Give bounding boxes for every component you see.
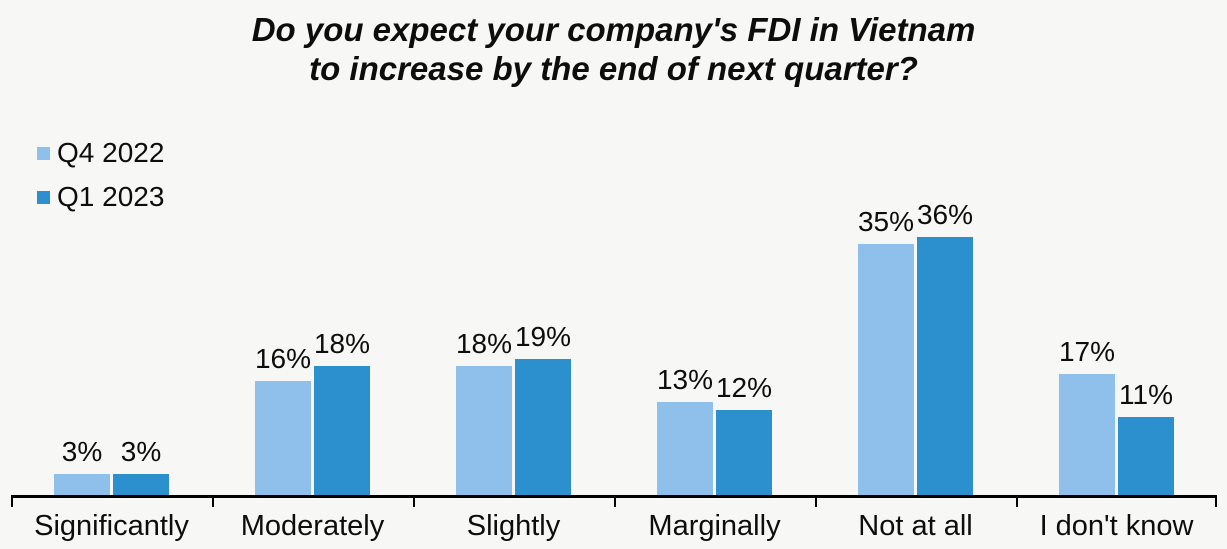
- value-label: 18%: [455, 328, 513, 359]
- category-label: Slightly: [466, 510, 561, 542]
- bar-q1-2023: [515, 359, 571, 496]
- value-label: 18%: [313, 328, 371, 359]
- category-label: Not at all: [858, 510, 973, 542]
- x-axis-tick: [614, 497, 616, 507]
- chart-title-line-1: Do you expect your company's FDI in Viet…: [251, 11, 976, 48]
- chart-title: Do you expect your company's FDI in Viet…: [0, 10, 1227, 88]
- x-axis-tick: [212, 497, 214, 507]
- legend-label: Q1 2023: [57, 181, 165, 212]
- bar-q1-2023: [113, 474, 169, 496]
- value-label: 35%: [857, 206, 915, 237]
- bar-q4-2022: [456, 366, 512, 496]
- bar-q4-2022: [858, 244, 914, 496]
- value-label: 17%: [1058, 336, 1116, 367]
- legend-swatch-q1-2023: [37, 190, 50, 204]
- legend: Q4 2022 Q1 2023: [37, 136, 164, 224]
- bar-q4-2022: [255, 381, 311, 496]
- value-label: 13%: [656, 364, 714, 395]
- legend-item-q1-2023: Q1 2023: [37, 180, 164, 214]
- value-label: 3%: [120, 436, 162, 467]
- bar-q1-2023: [917, 237, 973, 496]
- x-axis-tick: [1016, 497, 1018, 507]
- value-label: 19%: [514, 321, 572, 352]
- bar-q1-2023: [1118, 417, 1174, 496]
- x-axis-line: [11, 495, 1217, 498]
- bar-q4-2022: [657, 402, 713, 496]
- x-axis-tick: [815, 497, 817, 507]
- x-axis-tick: [413, 497, 415, 507]
- chart-title-line-2: to increase by the end of next quarter?: [309, 50, 918, 87]
- bar-q1-2023: [314, 366, 370, 496]
- category-label: Significantly: [34, 510, 189, 542]
- category-label: I don't know: [1039, 510, 1194, 542]
- category-label: Moderately: [240, 510, 385, 542]
- category-label: Marginally: [648, 510, 781, 542]
- x-axis-tick: [11, 497, 13, 507]
- legend-swatch-q4-2022: [37, 146, 50, 160]
- value-label: 11%: [1119, 379, 1173, 410]
- bar-q1-2023: [716, 410, 772, 496]
- bar-q4-2022: [1059, 374, 1115, 496]
- value-label: 16%: [254, 343, 312, 374]
- legend-item-q4-2022: Q4 2022: [37, 136, 164, 170]
- legend-label: Q4 2022: [57, 137, 165, 168]
- value-label: 3%: [61, 436, 103, 467]
- value-label: 12%: [715, 372, 773, 403]
- bar-q4-2022: [54, 474, 110, 496]
- value-label: 36%: [916, 199, 974, 230]
- x-axis-tick: [1215, 497, 1217, 507]
